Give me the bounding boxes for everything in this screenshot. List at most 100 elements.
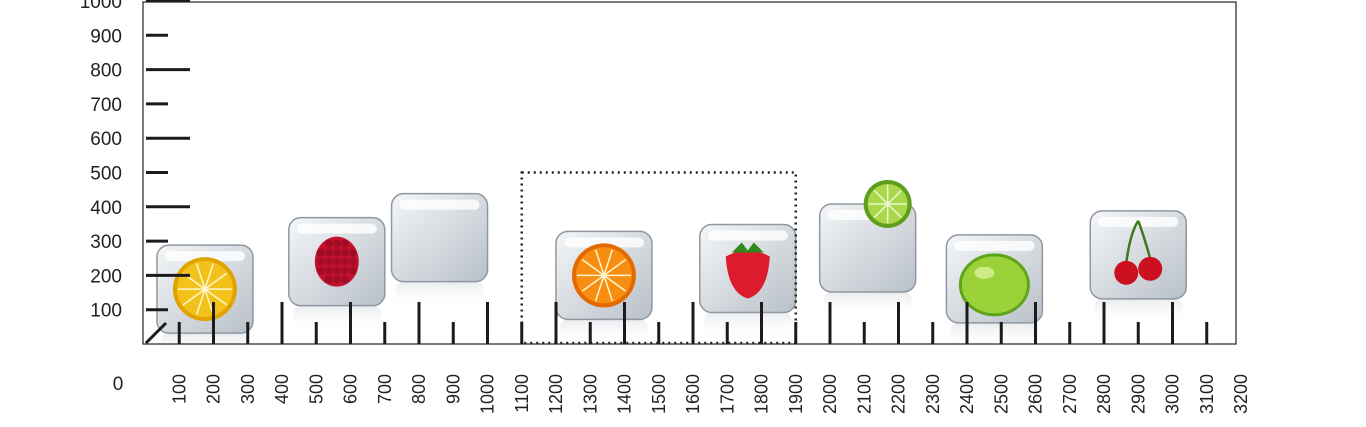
drupelet bbox=[316, 248, 325, 257]
segment-line bbox=[182, 288, 206, 306]
segment-line bbox=[581, 274, 605, 292]
x-tick-label: 2900 bbox=[1128, 374, 1148, 414]
ice-highlight bbox=[563, 237, 644, 248]
reflection bbox=[823, 291, 912, 318]
segment-line bbox=[581, 258, 605, 277]
x-tick-label: 2700 bbox=[1060, 374, 1080, 414]
drupelet bbox=[324, 257, 333, 266]
x-tick-label: 500 bbox=[306, 374, 326, 404]
cherry-stems bbox=[1125, 220, 1152, 263]
x-tick-label: 900 bbox=[443, 374, 463, 404]
x-tick-label: 3100 bbox=[1197, 374, 1217, 414]
raspberry-ice-cube bbox=[288, 216, 386, 332]
y-axis: 100 200 300 400 500 600 700 800 900 1000 bbox=[80, 0, 190, 345]
ice-cube bbox=[1089, 210, 1187, 300]
drupelet bbox=[348, 248, 357, 257]
x-tick-label: 2200 bbox=[889, 374, 909, 414]
segment-line bbox=[594, 249, 605, 276]
segment-line bbox=[195, 263, 206, 290]
y-tick-label: 200 bbox=[90, 266, 122, 287]
y-tick-label: 500 bbox=[90, 164, 122, 185]
reflection bbox=[703, 312, 792, 339]
ice-highlight bbox=[707, 230, 788, 241]
empty-ice-cube bbox=[390, 192, 489, 308]
drupelet bbox=[332, 275, 341, 284]
drupelet bbox=[316, 266, 325, 275]
ice-highlight bbox=[296, 223, 377, 234]
strawberry-icon bbox=[725, 250, 770, 299]
x-tick-label: 1200 bbox=[546, 374, 566, 414]
x-tick-label: 600 bbox=[341, 374, 361, 404]
drupelet bbox=[332, 239, 341, 248]
x-tick-label: 1800 bbox=[752, 374, 772, 414]
y-tick-label: 300 bbox=[90, 232, 122, 253]
segment-line bbox=[204, 288, 228, 306]
segment-line bbox=[887, 189, 902, 205]
orange-ice-cube bbox=[555, 230, 653, 346]
x-tick-label: 1300 bbox=[580, 374, 600, 414]
ice-highlight bbox=[164, 251, 245, 262]
strawberry-leaves bbox=[731, 242, 764, 253]
drupelet bbox=[324, 275, 333, 284]
plot-frame bbox=[142, 1, 1237, 345]
reflection bbox=[950, 322, 1039, 349]
drupelet bbox=[324, 248, 333, 257]
drupelet bbox=[348, 266, 357, 275]
x-tick-label: 1700 bbox=[717, 374, 737, 414]
segment-line bbox=[887, 203, 902, 218]
lime-icon bbox=[958, 253, 1030, 317]
drupelet bbox=[340, 275, 349, 284]
cherries-icon bbox=[1114, 260, 1139, 285]
x-tick-label: 3000 bbox=[1163, 374, 1183, 414]
y-tick-label: 400 bbox=[90, 198, 122, 219]
x-tick-label: 2500 bbox=[991, 374, 1011, 414]
x-tick-label: 300 bbox=[238, 374, 258, 404]
drupelet bbox=[324, 266, 333, 275]
corner-tick bbox=[144, 321, 168, 345]
drupelet bbox=[340, 257, 349, 266]
segment-line bbox=[873, 189, 889, 205]
y-tick-label: 100 bbox=[90, 301, 122, 322]
reflection bbox=[292, 305, 381, 332]
y-tick-label: 1000 bbox=[80, 0, 122, 13]
segment-line bbox=[603, 274, 627, 292]
origin-label: 0 bbox=[113, 374, 124, 395]
x-tick-label: 200 bbox=[204, 374, 224, 404]
x-tick-label: 2600 bbox=[1026, 374, 1046, 414]
segment-line bbox=[603, 258, 627, 277]
drupelet bbox=[324, 239, 333, 248]
x-tick-label: 2100 bbox=[854, 374, 874, 414]
y-tick-label: 600 bbox=[90, 129, 122, 150]
ice-cube bbox=[390, 192, 489, 283]
lime-shine bbox=[974, 266, 995, 279]
segment-line bbox=[204, 263, 214, 290]
x-axis: 100 200 300 400 500 600 700 800 900 1000 1100 1200 1… bbox=[169, 302, 1251, 414]
segment-line bbox=[204, 288, 214, 316]
x-tick-label: 100 bbox=[169, 374, 189, 404]
segment-line bbox=[204, 272, 228, 290]
x-tick-label: 2400 bbox=[957, 374, 977, 414]
drupelet bbox=[348, 257, 357, 266]
lemon-ice-cube bbox=[156, 244, 254, 360]
ice-highlight bbox=[399, 199, 480, 210]
lime-slice-ice-cube bbox=[818, 179, 917, 318]
x-tick-label: 700 bbox=[375, 374, 395, 404]
drupelet bbox=[332, 266, 341, 275]
cherries-ice-cube bbox=[1089, 210, 1187, 325]
x-tick-label: 800 bbox=[409, 374, 429, 404]
lime-ice-cube bbox=[945, 234, 1044, 349]
x-tick-label: 1600 bbox=[683, 374, 703, 414]
reflection bbox=[559, 319, 648, 346]
ice-highlight bbox=[954, 240, 1035, 251]
x-tick-label: 1400 bbox=[615, 374, 635, 414]
segment-line bbox=[603, 275, 614, 302]
x-tick-label: 1000 bbox=[478, 374, 498, 414]
drupelet bbox=[332, 248, 341, 257]
x-tick-label: 2000 bbox=[820, 374, 840, 414]
segment-line bbox=[873, 203, 889, 218]
x-tick-label: 2800 bbox=[1094, 374, 1114, 414]
x-tick-label: 400 bbox=[272, 374, 292, 404]
x-tick-label: 2300 bbox=[923, 374, 943, 414]
y-tick-label: 700 bbox=[90, 95, 122, 116]
